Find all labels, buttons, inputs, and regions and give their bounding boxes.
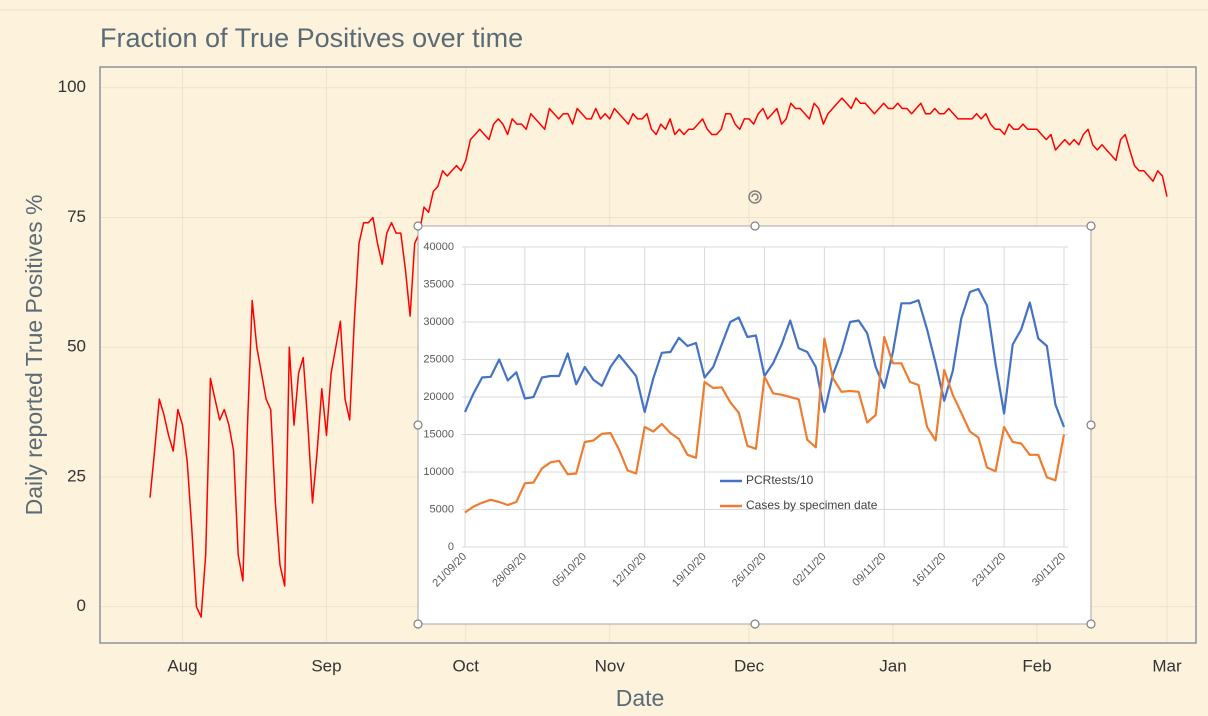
- y-tick-label: 40000: [423, 241, 454, 253]
- data-line: [464, 335, 1066, 514]
- legend-label: PCRtests/10: [746, 473, 814, 487]
- y-tick-label: 5000: [430, 503, 454, 515]
- data-line: [149, 97, 1168, 618]
- x-tick-label: Nov: [595, 656, 626, 675]
- y-tick-label: 35000: [423, 278, 454, 290]
- rotate-handle[interactable]: [748, 190, 762, 204]
- inset-frame: [417, 225, 1092, 625]
- y-tick-label: 100: [58, 77, 86, 96]
- y-tick-label: 20000: [423, 391, 454, 403]
- y-tick-label: 0: [77, 596, 86, 615]
- chart-title: Fraction of True Positives over time: [100, 23, 523, 53]
- legend-label: Cases by specimen date: [746, 498, 878, 512]
- x-tick-label: Mar: [1152, 656, 1182, 675]
- x-tick-label: Sep: [311, 656, 341, 675]
- x-tick-label: Oct: [453, 656, 480, 675]
- y-tick-label: 10000: [423, 466, 454, 478]
- y-tick-label: 30000: [423, 316, 454, 328]
- y-tick-label: 50: [67, 337, 86, 356]
- inset-chart: 0 5000 10000 15000 20000 25000 30000 35000 40000…: [413, 190, 1096, 629]
- y-axis-title: Daily reported True Positives %: [21, 195, 47, 516]
- selection-handles: [413, 221, 1096, 629]
- x-tick-label: Feb: [1022, 656, 1051, 675]
- x-tick-label: Dec: [734, 656, 765, 675]
- plot-frame: [99, 66, 1197, 644]
- y-tick-label: 25000: [423, 353, 454, 365]
- x-tick-label: Aug: [167, 656, 197, 675]
- x-tick-label: Jan: [879, 656, 906, 675]
- y-tick-label: 75: [67, 207, 86, 226]
- y-tick-label: 25: [67, 466, 86, 485]
- y-tick-label: 15000: [423, 428, 454, 440]
- y-tick-label: 0: [448, 541, 454, 553]
- x-axis-title: Date: [616, 685, 665, 711]
